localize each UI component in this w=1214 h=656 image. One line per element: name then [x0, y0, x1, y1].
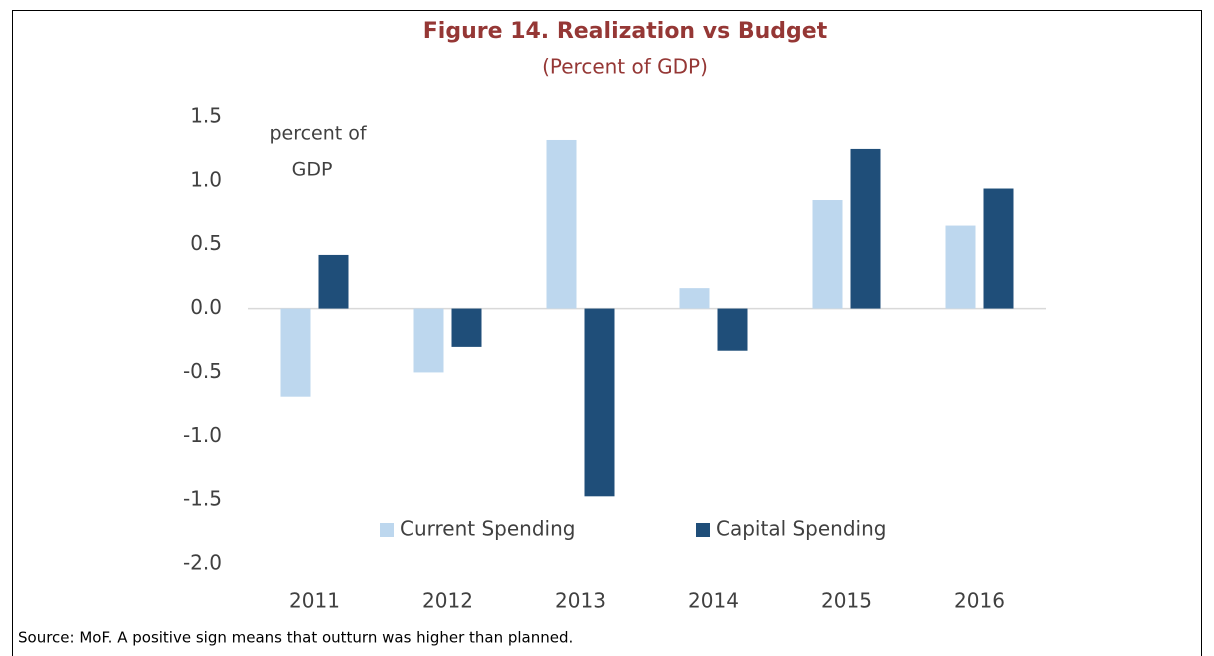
- x-tick-label: 2016: [954, 589, 1005, 613]
- bar: [546, 139, 577, 309]
- y-tick-label: 0.5: [190, 231, 222, 255]
- annotation: GDP: [292, 159, 333, 181]
- frame: [12, 10, 1202, 656]
- legend-label: Capital Spending: [716, 517, 886, 541]
- bar: [983, 188, 1014, 309]
- y-tick-label: -2.0: [183, 551, 222, 575]
- bar: [812, 200, 843, 309]
- bar: [850, 148, 881, 309]
- y-tick-label: -0.5: [183, 359, 222, 383]
- x-tick-label: 2013: [555, 589, 606, 613]
- x-tick-label: 2011: [289, 589, 340, 613]
- chart-subtitle: (Percent of GDP): [542, 55, 708, 79]
- bar: [413, 308, 444, 373]
- x-tick-label: 2014: [688, 589, 739, 613]
- annotation: percent of: [269, 123, 367, 145]
- y-tick-label: -1.0: [183, 423, 222, 447]
- legend-swatch: [380, 523, 394, 537]
- bar: [679, 288, 710, 309]
- chart-title: Figure 14. Realization vs Budget: [423, 19, 828, 44]
- y-tick-label: -1.5: [183, 487, 222, 511]
- x-tick-label: 2012: [422, 589, 473, 613]
- bar: [717, 308, 748, 351]
- x-tick-label: 2015: [821, 589, 872, 613]
- bar: [318, 254, 349, 309]
- y-tick-label: 1.0: [190, 167, 222, 191]
- bar: [451, 308, 482, 347]
- y-tick-label: 0.0: [190, 295, 222, 319]
- legend-label: Current Spending: [400, 517, 575, 541]
- bar: [280, 308, 311, 397]
- y-tick-label: 1.5: [190, 104, 222, 128]
- bar: [945, 225, 976, 309]
- bar: [584, 308, 615, 497]
- source-note: Source: MoF. A positive sign means that …: [18, 629, 573, 647]
- legend-swatch: [696, 523, 710, 537]
